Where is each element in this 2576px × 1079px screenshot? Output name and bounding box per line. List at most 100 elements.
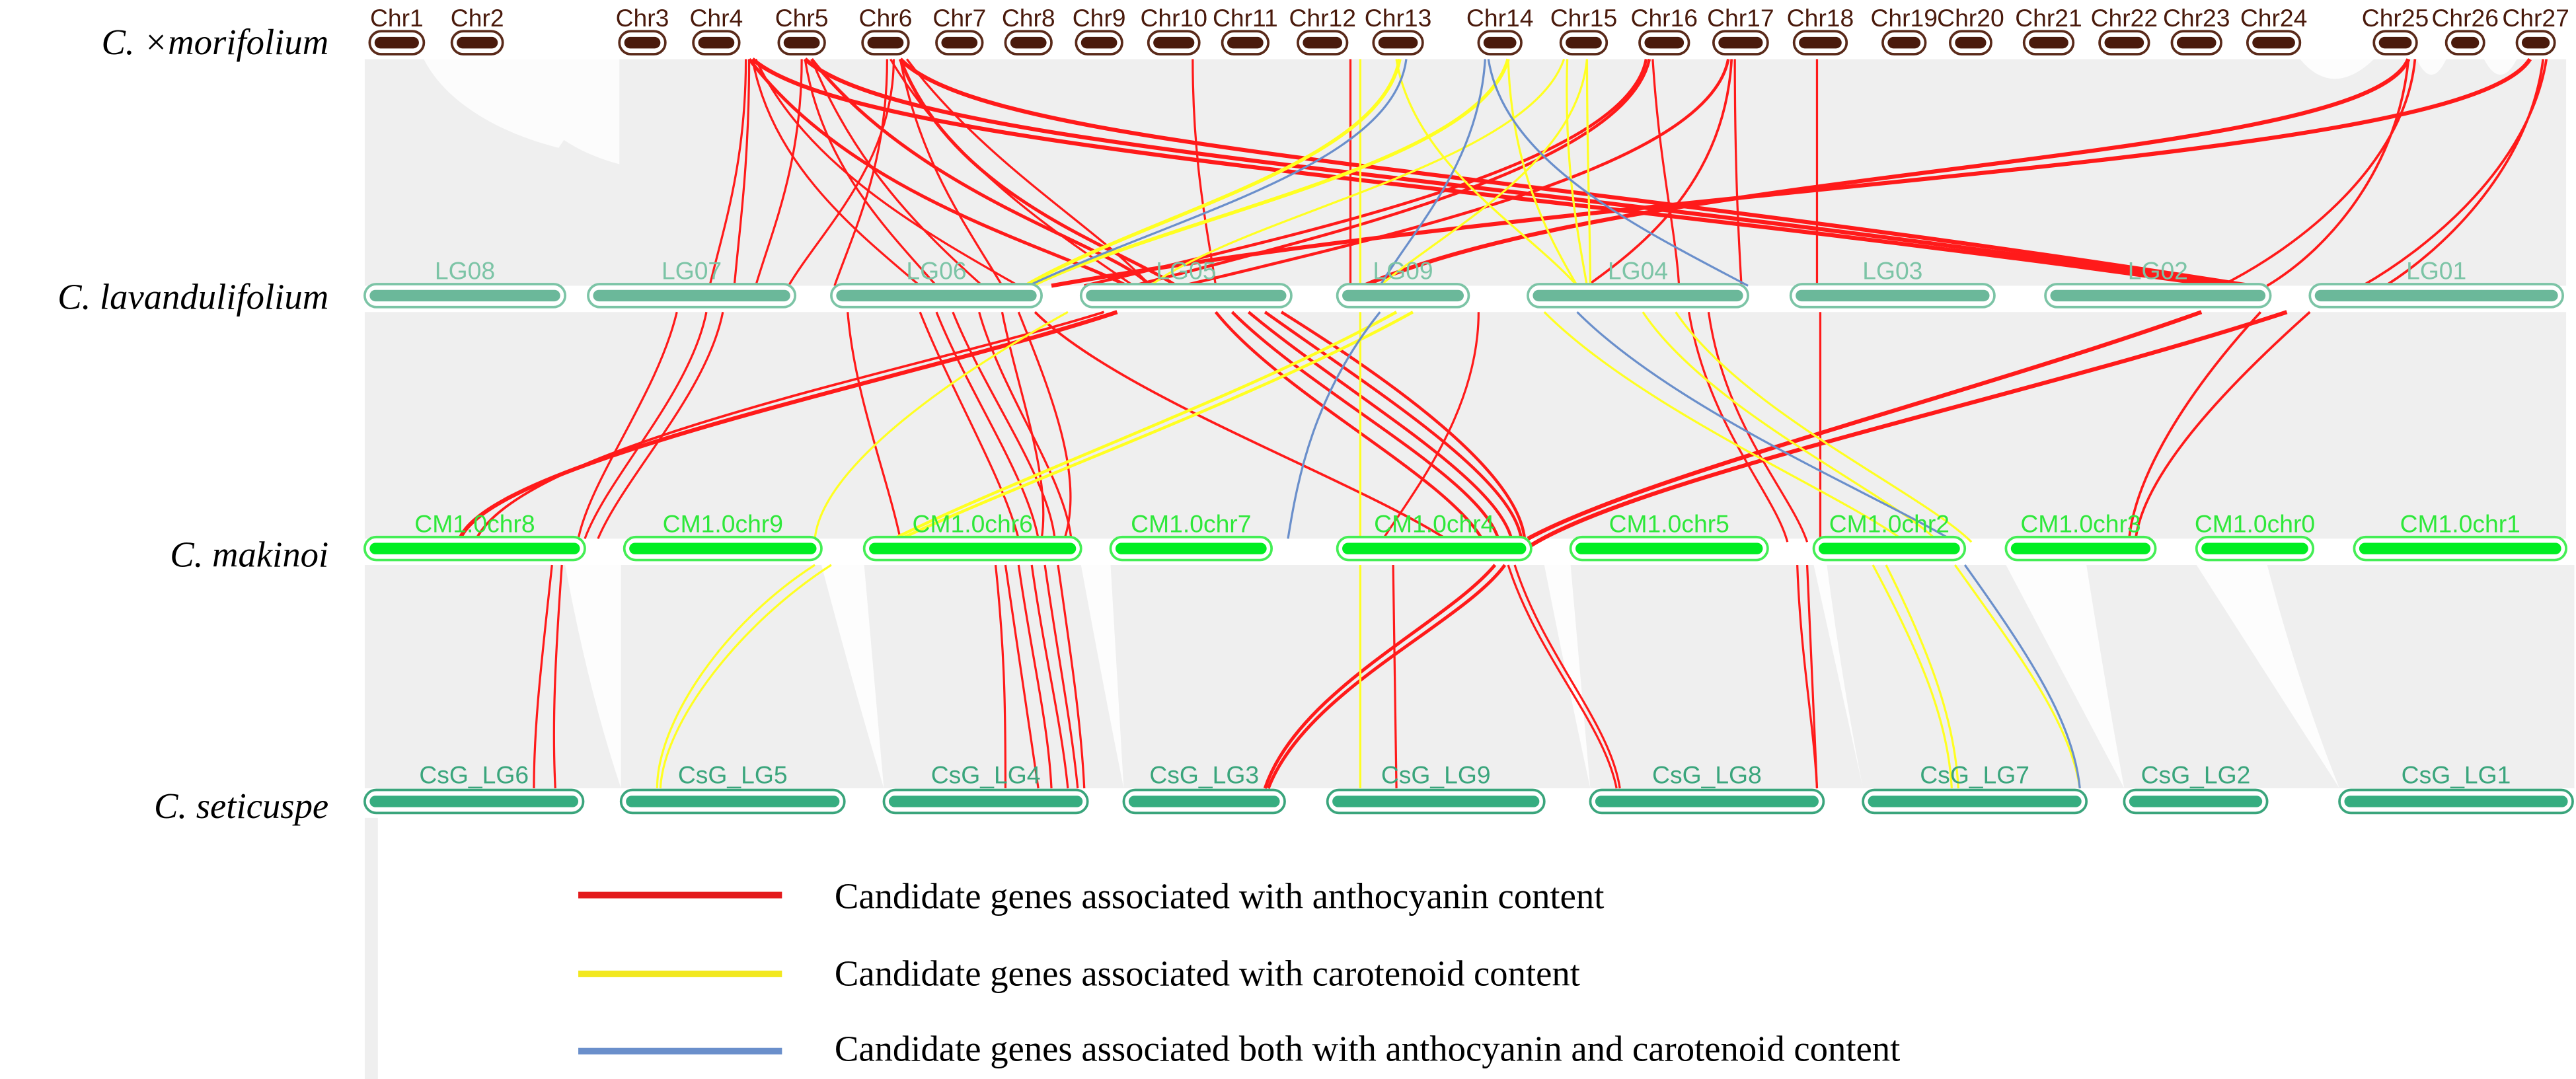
chromosome-chr26: Chr26	[2431, 4, 2499, 56]
chromosome-chr23: Chr23	[2163, 4, 2230, 56]
chromosome-label: Chr7	[932, 4, 986, 32]
chromosome-label: LG09	[1373, 257, 1433, 285]
chromosome-label: Chr6	[859, 4, 913, 32]
chromosome-label: Chr23	[2163, 4, 2230, 32]
chromosome-label: Chr20	[1937, 4, 2004, 32]
chromosome-csg-lg7: CsG_LG7	[1862, 761, 2088, 815]
chromosome-csg-lg5: CsG_LG5	[619, 761, 846, 815]
species-label-makinoi: C. makinoi	[170, 535, 328, 575]
chromosome-csg-lg1: CsG_LG1	[2338, 761, 2574, 815]
chromosome-label: CsG_LG2	[2141, 761, 2251, 789]
chromosome-label: CsG_LG9	[1381, 761, 1491, 789]
chromosome-label: Chr22	[2091, 4, 2158, 32]
chromosome-label: CsG_LG6	[419, 761, 529, 789]
chromosome-label: Chr8	[1002, 4, 1055, 32]
chromosome-chr2: Chr2	[450, 4, 504, 56]
chromosome-chr27: Chr27	[2502, 4, 2569, 56]
chromosome-label: CsG_LG1	[2402, 761, 2511, 789]
chromosome-label: LG02	[2128, 257, 2188, 285]
chromosome-label: LG05	[1156, 257, 1216, 285]
legend-label-carotenoid: Candidate genes associated with caroteno…	[835, 953, 1580, 993]
chromosome-chr12: Chr12	[1289, 4, 1356, 56]
chromosome-label: CsG_LG5	[678, 761, 788, 789]
chromosome-cm1-0chr6: CM1.0chr6	[862, 509, 1082, 562]
chromosome-chr11: Chr11	[1213, 4, 1278, 56]
both-links	[1028, 59, 2081, 789]
chromosome-chr5: Chr5	[775, 4, 829, 56]
chromosome-cm1-0chr3: CM1.0chr3	[2004, 509, 2157, 562]
chromosome-label: CM1.0chr8	[414, 509, 535, 537]
chromosome-label: LG06	[906, 257, 966, 285]
chromosome-cm1-0chr8: CM1.0chr8	[363, 509, 586, 562]
chromosome-chr15: Chr15	[1550, 4, 1618, 56]
legend-swatch-both	[578, 1047, 782, 1055]
legend-swatch-anthocyanin	[578, 891, 782, 899]
synteny-white-gaps	[424, 59, 2517, 789]
chromosome-lg08: LG08	[363, 257, 567, 309]
row-morifolium: Chr1 Chr2 Chr3 Chr4 Chr5 Chr6 Chr7 Chr8 Chr9 Chr1…	[368, 4, 2569, 56]
chromosome-label: Chr24	[2240, 4, 2308, 32]
chromosome-lg02: LG02	[2044, 257, 2272, 309]
legend-label-anthocyanin: Candidate genes associated with anthocya…	[835, 876, 1605, 916]
chromosome-label: Chr25	[2362, 4, 2429, 32]
chromosome-chr7: Chr7	[932, 4, 986, 56]
chromosome-chr6: Chr6	[859, 4, 913, 56]
carotenoid-links	[656, 58, 2081, 789]
chromosome-label: Chr4	[689, 4, 743, 32]
chromosome-label: Chr13	[1365, 4, 1432, 32]
chromosome-label: CM1.0chr0	[2195, 509, 2315, 537]
chromosome-chr10: Chr10	[1140, 4, 1207, 56]
chromosome-label: Chr3	[616, 4, 669, 32]
chromosome-cm1-0chr1: CM1.0chr1	[2353, 509, 2567, 562]
chromosome-label: CM1.0chr6	[913, 509, 1033, 537]
chromosome-label: CsG_LG3	[1149, 761, 1259, 789]
chromosome-cm1-0chr0: CM1.0chr0	[2195, 509, 2315, 562]
chromosome-label: Chr18	[1787, 4, 1854, 32]
chromosome-label: Chr15	[1550, 4, 1618, 32]
legend-label-both: Candidate genes associated both with ant…	[835, 1029, 1900, 1069]
chromosome-lg03: LG03	[1789, 257, 1996, 309]
chromosome-label: Chr19	[1870, 4, 1938, 32]
chromosome-label: Chr5	[775, 4, 829, 32]
chromosome-chr21: Chr21	[2015, 4, 2082, 56]
chromosome-label: CsG_LG8	[1652, 761, 1762, 789]
chromosome-chr9: Chr9	[1073, 4, 1126, 56]
chromosome-chr24: Chr24	[2240, 4, 2308, 56]
chromosome-cm1-0chr2: CM1.0chr2	[1812, 509, 1967, 562]
chromosome-csg-lg4: CsG_LG4	[882, 761, 1089, 815]
chromosome-label: CsG_LG4	[931, 761, 1041, 789]
chromosome-csg-lg8: CsG_LG8	[1589, 761, 1825, 815]
chromosome-cm1-0chr4: CM1.0chr4	[1336, 509, 1533, 562]
chromosome-label: Chr17	[1707, 4, 1774, 32]
chromosome-label: LG04	[1608, 257, 1668, 285]
chromosome-chr16: Chr16	[1631, 4, 1698, 56]
species-label-morifolium: C. ×morifolium	[101, 22, 328, 62]
chromosome-cm1-0chr7: CM1.0chr7	[1109, 509, 1273, 562]
chromosome-chr25: Chr25	[2362, 4, 2429, 56]
chromosome-lg05: LG05	[1079, 257, 1293, 309]
chromosome-label: CM1.0chr9	[663, 509, 783, 537]
chromosome-chr18: Chr18	[1787, 4, 1854, 56]
chromosome-lg06: LG06	[830, 257, 1043, 309]
chromosome-label: CM1.0chr5	[1609, 509, 1729, 537]
chromosome-label: Chr12	[1289, 4, 1356, 32]
chromosome-label: CM1.0chr4	[1374, 509, 1494, 537]
chromosome-label: Chr2	[451, 4, 504, 32]
legend: Candidate genes associated with anthocya…	[578, 876, 1900, 1069]
row-lavandulifolium: LG08 LG07 LG06 LG05 LG09 LG04 LG03 LG02 LG01	[363, 257, 2564, 309]
chromosome-label: LG03	[1862, 257, 1922, 285]
chromosome-label: LG01	[2406, 257, 2466, 285]
chromosome-csg-lg3: CsG_LG3	[1122, 761, 1286, 815]
chromosome-label: LG08	[435, 257, 495, 285]
chromosome-label: Chr21	[2015, 4, 2082, 32]
chromosome-label: Chr14	[1466, 4, 1534, 32]
chromosome-chr3: Chr3	[616, 4, 669, 56]
chromosome-label: Chr26	[2431, 4, 2499, 32]
chromosome-chr20: Chr20	[1937, 4, 2004, 56]
chromosome-csg-lg9: CsG_LG9	[1326, 761, 1546, 815]
legend-swatch-carotenoid	[578, 970, 782, 977]
species-label-lavandulifolium: C. lavandulifolium	[57, 276, 328, 316]
chromosome-label: Chr27	[2502, 4, 2569, 32]
chromosome-label: CM1.0chr2	[1829, 509, 1950, 537]
